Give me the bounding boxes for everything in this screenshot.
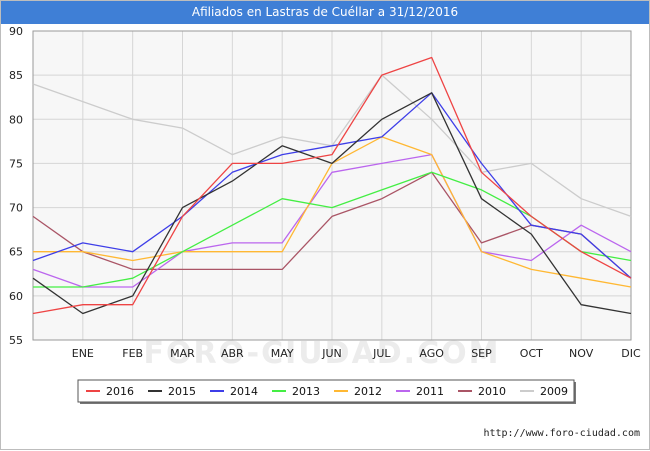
y-tick-label: 80 — [9, 113, 23, 126]
y-tick-label: 65 — [9, 246, 23, 259]
plot-border — [32, 30, 632, 341]
chart-title: Afiliados en Lastras de Cuéllar a 31/12/… — [1, 1, 649, 24]
series-line-2014 — [32, 92, 632, 279]
x-tick-label: FEB — [122, 347, 143, 360]
source-url[interactable]: http://www.foro-ciudad.com — [483, 428, 640, 439]
x-tick-label: JUL — [372, 347, 391, 360]
legend-label-2015: 2015 — [168, 385, 196, 398]
legend-label-2009: 2009 — [540, 385, 568, 398]
y-tick-label: 55 — [9, 334, 23, 347]
y-tick-label: 70 — [9, 202, 23, 215]
series-line-2015 — [32, 92, 632, 315]
legend-label-2013: 2013 — [292, 385, 320, 398]
y-tick-label: 75 — [9, 157, 23, 170]
x-tick-label: MAY — [271, 347, 294, 360]
x-tick-label: MAR — [170, 347, 195, 360]
watermark: FORO-CIUDAD.COM — [144, 336, 501, 371]
x-tick-label: AGO — [419, 347, 444, 360]
x-tick-label: NOV — [569, 347, 594, 360]
series-line-2016 — [32, 56, 632, 315]
series-line-2011 — [32, 153, 632, 288]
legend-label-2014: 2014 — [230, 385, 258, 398]
legend-box — [77, 379, 575, 403]
x-tick-label: JUN — [321, 347, 342, 360]
x-tick-label: DIC — [621, 347, 641, 360]
x-tick-label: OCT — [520, 347, 543, 360]
legend-label-2012: 2012 — [354, 385, 382, 398]
legend-label-2011: 2011 — [416, 385, 444, 398]
x-tick-label: SEP — [471, 347, 492, 360]
y-tick-label: 90 — [9, 25, 23, 38]
y-tick-label: 60 — [9, 290, 23, 303]
legend-label-2016: 2016 — [106, 385, 134, 398]
y-tick-label: 85 — [9, 69, 23, 82]
x-tick-label: ENE — [72, 347, 94, 360]
x-tick-label: ABR — [221, 347, 244, 360]
legend-label-2010: 2010 — [478, 385, 506, 398]
